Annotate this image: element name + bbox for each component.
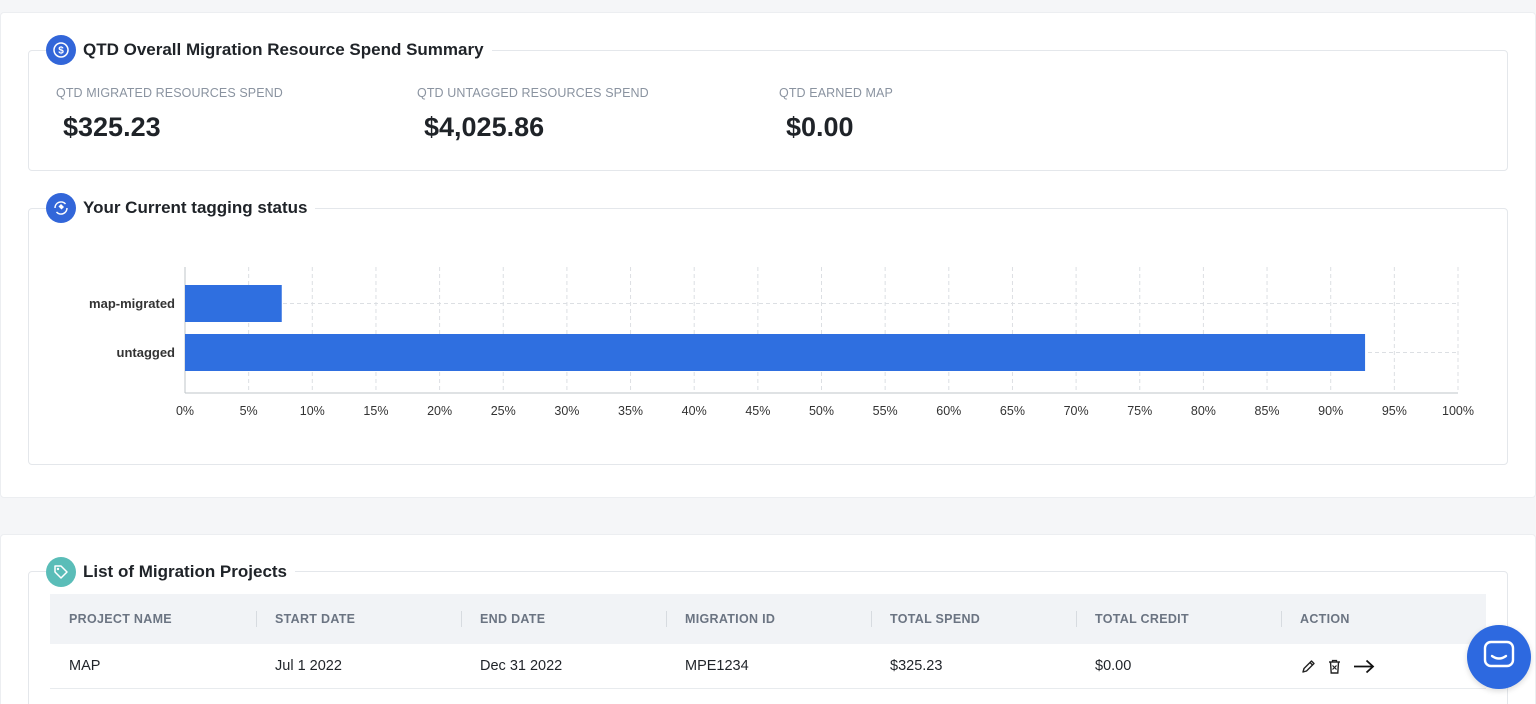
x-tick-label: 70% <box>1064 404 1089 418</box>
cell-total-spend: $325.23 <box>890 658 943 674</box>
metric-untagged-spend: QTD UNTAGGED RESOURCES SPEND $4,025.86 <box>417 86 649 143</box>
column-header-total-spend[interactable]: TOTAL SPEND <box>871 594 1076 644</box>
table-header: PROJECT NAME START DATE END DATE MIGRATI… <box>50 594 1486 644</box>
column-header-total-credit[interactable]: TOTAL CREDIT <box>1076 594 1281 644</box>
column-header-migration-id[interactable]: MIGRATION ID <box>666 594 871 644</box>
tag-icon <box>46 557 76 587</box>
tagging-status-chart: 0% 5% 10% 15% 20% 25% 30% 35% 40% 45% 50% 55% 60% 65%… <box>89 267 1474 418</box>
metric-label: QTD MIGRATED RESOURCES SPEND <box>56 86 283 100</box>
x-tick-label: 15% <box>363 404 388 418</box>
column-header-action: ACTION <box>1281 594 1486 644</box>
spend-summary-title: QTD Overall Migration Resource Spend Sum… <box>83 40 484 59</box>
x-tick-label: 90% <box>1318 404 1343 418</box>
x-tick-label: 60% <box>936 404 961 418</box>
projects-header: List of Migration Projects <box>46 557 296 587</box>
spend-summary-header: $ QTD Overall Migration Resource Spend S… <box>46 35 492 65</box>
table-row: MAP Jul 1 2022 Dec 31 2022 MPE1234 $325.… <box>50 644 1486 689</box>
spend-summary-panel <box>28 50 1508 171</box>
column-header-start-date[interactable]: START DATE <box>256 594 461 644</box>
x-tick-label: 40% <box>682 404 707 418</box>
x-tick-label: 45% <box>745 404 770 418</box>
x-tick-label: 55% <box>873 404 898 418</box>
bar-untagged[interactable] <box>185 334 1366 371</box>
x-tick-label: 75% <box>1127 404 1152 418</box>
x-tick-label: 100% <box>1442 404 1474 418</box>
bar-map-migrated[interactable] <box>185 285 282 322</box>
tagging-status-header: Your Current tagging status <box>46 193 316 223</box>
cell-start-date: Jul 1 2022 <box>275 658 342 674</box>
projects-table: PROJECT NAME START DATE END DATE MIGRATI… <box>50 594 1486 689</box>
metric-label: QTD EARNED MAP <box>779 86 893 100</box>
metric-migrated-spend: QTD MIGRATED RESOURCES SPEND $325.23 <box>56 86 283 143</box>
category-label-map-migrated: map-migrated <box>89 296 175 311</box>
x-tick-label: 50% <box>809 404 834 418</box>
tagging-status-title: Your Current tagging status <box>83 198 308 217</box>
dollar-coin-icon: $ <box>46 35 76 65</box>
chat-icon <box>1483 640 1515 675</box>
column-header-end-date[interactable]: END DATE <box>461 594 666 644</box>
x-tick-label: 85% <box>1255 404 1280 418</box>
delete-icon[interactable] <box>1327 658 1342 675</box>
cell-migration-id: MPE1234 <box>685 658 749 674</box>
projects-title: List of Migration Projects <box>83 562 288 581</box>
x-tick-label: 5% <box>240 404 258 418</box>
x-tick-label: 30% <box>554 404 579 418</box>
x-tick-label: 80% <box>1191 404 1216 418</box>
metric-value: $4,025.86 <box>424 112 545 142</box>
x-tick-label: 35% <box>618 404 643 418</box>
cell-end-date: Dec 31 2022 <box>480 658 563 674</box>
cell-project-name: MAP <box>69 658 101 674</box>
x-tick-label: 0% <box>176 404 194 418</box>
x-tick-label: 95% <box>1382 404 1407 418</box>
x-tick-label: 65% <box>1000 404 1025 418</box>
metric-value: $0.00 <box>786 112 854 142</box>
edit-icon[interactable] <box>1300 658 1317 675</box>
svg-text:$: $ <box>58 46 64 57</box>
category-label-untagged: untagged <box>117 345 176 360</box>
column-header-project-name[interactable]: PROJECT NAME <box>69 612 172 626</box>
metric-earned-map: QTD EARNED MAP $0.00 <box>779 86 893 143</box>
metric-value: $325.23 <box>63 112 161 142</box>
x-tick-label: 10% <box>300 404 325 418</box>
chat-button[interactable] <box>1467 625 1531 689</box>
tag-refresh-icon <box>46 193 76 223</box>
metric-label: QTD UNTAGGED RESOURCES SPEND <box>417 86 649 100</box>
x-tick-label: 20% <box>427 404 452 418</box>
cell-actions <box>1281 644 1486 689</box>
arrow-right-icon[interactable] <box>1352 658 1376 675</box>
x-tick-label: 25% <box>491 404 516 418</box>
cell-total-credit: $0.00 <box>1095 658 1132 674</box>
